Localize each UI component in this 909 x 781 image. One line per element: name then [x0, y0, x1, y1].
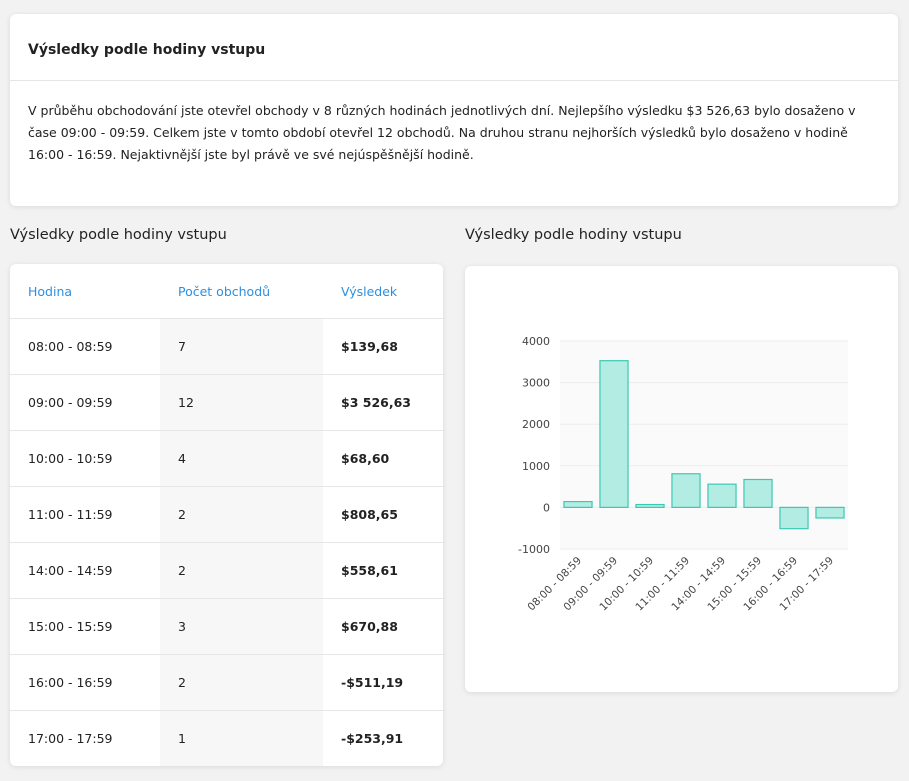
summary-title: Výsledky podle hodiny vstupu	[28, 42, 266, 58]
bar	[563, 500, 593, 508]
cell-hour: 15:00 - 15:59	[10, 598, 160, 655]
cell-count: 1	[160, 710, 323, 766]
table-row: 16:00 - 16:59 2 -$511,19	[10, 654, 443, 711]
y-tick-label: 0	[543, 501, 550, 514]
cell-count: 2	[160, 542, 323, 599]
y-tick-label: 1000	[522, 460, 550, 473]
y-tick-label: -1000	[518, 543, 550, 556]
results-table: Hodina Počet obchodů Výsledek 08:00 - 08…	[10, 264, 443, 766]
bar	[743, 478, 773, 509]
y-tick-label: 2000	[522, 418, 550, 431]
column-header-count[interactable]: Počet obchodů	[160, 264, 323, 319]
cell-result: $670,88	[323, 598, 443, 655]
summary-card: Výsledky podle hodiny vstupu V průběhu o…	[10, 14, 898, 206]
bar	[599, 360, 629, 509]
bar	[671, 473, 701, 509]
cell-result: -$511,19	[323, 654, 443, 711]
cell-hour: 14:00 - 14:59	[10, 542, 160, 599]
column-header-hour[interactable]: Hodina	[10, 264, 160, 319]
cell-hour: 09:00 - 09:59	[10, 374, 160, 431]
cell-count: 4	[160, 430, 323, 487]
table-heading: Výsledky podle hodiny vstupu	[10, 227, 227, 243]
cell-result: $68,60	[323, 430, 443, 487]
bar	[779, 506, 809, 530]
cell-hour: 17:00 - 17:59	[28, 731, 113, 746]
cell-hour: 16:00 - 16:59	[10, 654, 160, 711]
column-header-result[interactable]: Výsledek	[323, 264, 443, 319]
bar	[815, 506, 845, 519]
table-row: 10:00 - 10:59 4 $68,60	[10, 430, 443, 487]
cell-hour: 08:00 - 08:59	[10, 318, 160, 375]
cell-result: $139,68	[323, 318, 443, 375]
cell-result: $808,65	[323, 486, 443, 543]
table-row: 17:00 - 17:59 1 -$253,91	[10, 710, 443, 766]
results-table-card: Hodina Počet obchodů Výsledek 08:00 - 08…	[10, 264, 443, 766]
y-tick-label: 4000	[522, 335, 550, 348]
cell-count: 2	[160, 486, 323, 543]
summary-divider	[10, 80, 898, 81]
bar	[707, 483, 737, 508]
table-header-row: Hodina Počet obchodů Výsledek	[10, 264, 443, 319]
cell-count: 12	[160, 374, 323, 431]
cell-count: 2	[160, 654, 323, 711]
y-tick-label: 3000	[522, 377, 550, 390]
cell-result: $558,61	[323, 542, 443, 599]
cell-count: 7	[160, 318, 323, 375]
table-row: 09:00 - 09:59 12 $3 526,63	[10, 374, 443, 431]
bar	[635, 503, 665, 508]
summary-text: V průběhu obchodování jste otevřel obcho…	[28, 103, 856, 162]
cell-result: -$253,91	[341, 731, 404, 746]
table-row: 15:00 - 15:59 3 $670,88	[10, 598, 443, 655]
chart-heading: Výsledky podle hodiny vstupu	[465, 227, 682, 243]
cell-result: $3 526,63	[323, 374, 443, 431]
table-row: 08:00 - 08:59 7 $139,68	[10, 318, 443, 375]
results-chart-card: 4000 3000 2000 1000 0 -1000 08:00 - 08:59 09:00…	[465, 266, 898, 692]
table-row: 11:00 - 11:59 2 $808,65	[10, 486, 443, 543]
cell-hour: 11:00 - 11:59	[10, 486, 160, 543]
cell-hour: 10:00 - 10:59	[10, 430, 160, 487]
table-row: 14:00 - 14:59 2 $558,61	[10, 542, 443, 599]
cell-count: 3	[160, 598, 323, 655]
